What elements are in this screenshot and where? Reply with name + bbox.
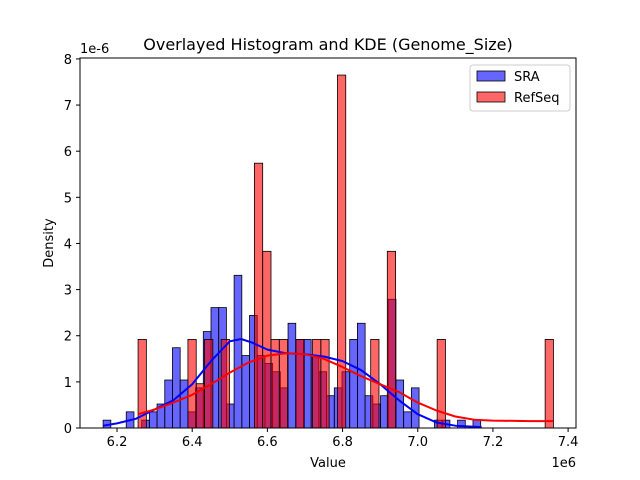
x-tick-label: 6.2 <box>107 435 128 450</box>
x-tick-label: 6.4 <box>182 435 203 450</box>
chart-title: Overlayed Histogram and KDE (Genome_Size… <box>143 35 513 55</box>
kde-line-sra <box>102 338 482 429</box>
bar-refseq-10 <box>220 339 230 429</box>
bar-refseq-19 <box>295 339 305 429</box>
y-tick-label: 2 <box>64 330 72 345</box>
bar-refseq-21 <box>312 339 322 429</box>
bar-sra-40 <box>410 387 420 429</box>
legend-label-sra: SRA <box>514 70 540 85</box>
y-tick-label: 6 <box>64 145 72 160</box>
y-tick-label: 3 <box>64 284 72 299</box>
bar-sra-26 <box>303 339 312 429</box>
bars-layer <box>102 74 554 429</box>
y-tick-label: 8 <box>64 53 72 68</box>
y-offset-label: 1e-6 <box>80 42 109 57</box>
y-tick-label: 7 <box>64 99 72 114</box>
bar-sra-24 <box>287 322 297 429</box>
bar-refseq-22 <box>320 339 330 429</box>
kde-line-refseq <box>137 352 554 423</box>
bar-sra-10 <box>179 379 189 429</box>
x-offset-label: 1e6 <box>551 456 576 471</box>
bar-refseq-36 <box>436 339 446 429</box>
x-axis-label: Value <box>310 456 346 471</box>
bar-sra-39 <box>403 411 412 429</box>
bar-sra-32 <box>349 339 358 429</box>
legend-swatch-sra <box>476 70 506 82</box>
bar-sra-9 <box>172 347 181 429</box>
bar-refseq-14 <box>253 162 264 429</box>
x-tick-label: 7.0 <box>407 435 428 450</box>
y-tick-label: 5 <box>64 191 72 206</box>
bar-sra-17 <box>233 274 243 429</box>
x-tick-label: 7.2 <box>483 435 504 450</box>
bar-refseq-15 <box>262 250 272 429</box>
y-tick-label: 0 <box>64 422 72 437</box>
legend-swatch-refseq <box>476 91 506 103</box>
bar-sra-6 <box>148 411 158 429</box>
y-ticks: 0 1 2 3 4 5 6 7 8 <box>64 53 80 437</box>
bar-refseq-49 <box>544 339 554 429</box>
x-ticks: 6.2 6.4 6.6 6.8 7.0 7.2 7.4 <box>107 428 579 450</box>
y-tick-label: 4 <box>64 237 72 252</box>
x-tick-label: 7.4 <box>558 435 579 450</box>
legend-label-refseq: RefSeq <box>514 91 560 106</box>
y-axis-label: Density <box>42 218 57 268</box>
x-tick-label: 6.8 <box>332 435 353 450</box>
kde-layer <box>102 338 554 429</box>
x-tick-label: 6.6 <box>257 435 278 450</box>
y-tick-label: 1 <box>64 376 72 391</box>
bar-refseq-30 <box>386 250 397 429</box>
legend: SRA RefSeq <box>469 64 571 112</box>
bar-refseq-24 <box>337 74 347 429</box>
